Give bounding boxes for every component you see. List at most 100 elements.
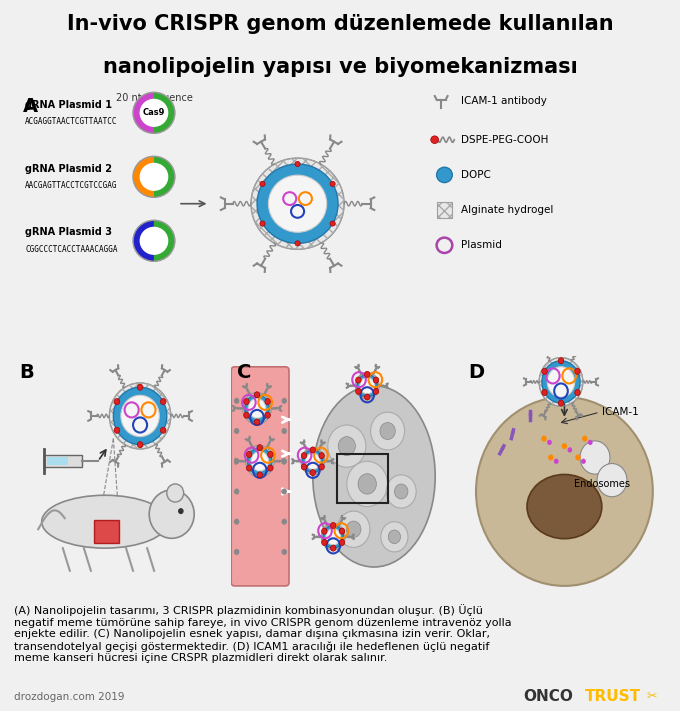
Circle shape: [282, 458, 287, 464]
Text: 20 nt Sequence: 20 nt Sequence: [116, 93, 192, 103]
Circle shape: [133, 220, 175, 262]
Circle shape: [243, 399, 249, 405]
Circle shape: [547, 439, 552, 445]
Circle shape: [114, 399, 120, 405]
Circle shape: [268, 451, 273, 457]
Circle shape: [437, 167, 452, 183]
Circle shape: [575, 368, 580, 375]
Text: C: C: [237, 363, 251, 382]
Circle shape: [330, 181, 335, 186]
Ellipse shape: [527, 474, 602, 539]
Text: Cas9: Cas9: [143, 108, 165, 117]
Circle shape: [301, 464, 307, 470]
Wedge shape: [133, 220, 154, 262]
Circle shape: [282, 428, 287, 434]
Circle shape: [133, 156, 175, 197]
Circle shape: [282, 519, 287, 525]
Circle shape: [121, 395, 159, 437]
Circle shape: [137, 442, 143, 448]
Circle shape: [338, 437, 356, 456]
Wedge shape: [133, 92, 154, 134]
Circle shape: [567, 447, 573, 453]
Text: CGGCCCTCACCTAAACAGGA: CGGCCCTCACCTAAACAGGA: [25, 245, 118, 255]
Text: gRNA Plasmid 3: gRNA Plasmid 3: [25, 228, 112, 237]
Circle shape: [364, 394, 370, 400]
Circle shape: [137, 384, 143, 390]
Text: gRNA Plasmid 1: gRNA Plasmid 1: [25, 100, 112, 109]
Circle shape: [542, 360, 580, 403]
Text: Endosomes: Endosomes: [574, 479, 630, 489]
FancyBboxPatch shape: [95, 520, 119, 543]
Ellipse shape: [41, 496, 168, 548]
Wedge shape: [133, 156, 154, 197]
Text: A: A: [23, 97, 39, 116]
Text: ICAM-1: ICAM-1: [602, 407, 639, 417]
FancyBboxPatch shape: [44, 455, 82, 467]
Circle shape: [310, 469, 316, 476]
Circle shape: [582, 436, 588, 442]
Circle shape: [269, 175, 326, 232]
Text: drozdogan.com 2019: drozdogan.com 2019: [14, 692, 124, 702]
Circle shape: [178, 508, 184, 514]
Text: gRNA Plasmid 2: gRNA Plasmid 2: [25, 164, 112, 173]
Circle shape: [149, 490, 194, 538]
Ellipse shape: [313, 385, 435, 567]
Circle shape: [558, 358, 564, 364]
Circle shape: [260, 181, 265, 186]
FancyBboxPatch shape: [231, 367, 289, 586]
Circle shape: [597, 464, 627, 497]
Circle shape: [339, 528, 345, 534]
Circle shape: [356, 377, 361, 383]
Circle shape: [246, 465, 252, 471]
Circle shape: [539, 358, 583, 406]
Circle shape: [234, 458, 239, 464]
Circle shape: [305, 453, 320, 469]
Wedge shape: [154, 156, 175, 197]
Circle shape: [243, 412, 249, 418]
Circle shape: [330, 523, 336, 528]
Circle shape: [251, 451, 269, 471]
Text: In-vivo CRISPR genom düzenlemede kullanılan: In-vivo CRISPR genom düzenlemede kullanı…: [67, 14, 613, 34]
Circle shape: [541, 436, 547, 442]
Circle shape: [248, 399, 266, 418]
Text: TRUST: TRUST: [585, 689, 641, 705]
Circle shape: [243, 392, 271, 424]
Ellipse shape: [476, 397, 653, 586]
Circle shape: [254, 392, 260, 397]
Text: Plasmid: Plasmid: [461, 240, 502, 250]
Circle shape: [282, 549, 287, 555]
Circle shape: [394, 484, 408, 499]
Circle shape: [245, 395, 269, 422]
Circle shape: [360, 378, 375, 394]
Circle shape: [251, 158, 344, 250]
Circle shape: [234, 397, 239, 404]
Circle shape: [303, 450, 323, 473]
Circle shape: [257, 472, 262, 478]
Circle shape: [257, 444, 262, 451]
Circle shape: [301, 453, 307, 459]
Circle shape: [430, 136, 439, 144]
Circle shape: [268, 465, 273, 471]
Circle shape: [133, 92, 175, 134]
Circle shape: [339, 540, 345, 545]
Circle shape: [575, 390, 580, 395]
Circle shape: [160, 399, 166, 405]
Circle shape: [282, 488, 287, 495]
Circle shape: [234, 549, 239, 555]
Circle shape: [322, 540, 327, 545]
Circle shape: [337, 511, 370, 547]
Text: AACGAGTTACCTCGTCCGAG: AACGAGTTACCTCGTCCGAG: [25, 181, 118, 191]
Circle shape: [326, 529, 341, 545]
Circle shape: [254, 419, 260, 425]
Wedge shape: [154, 92, 175, 134]
Circle shape: [167, 484, 184, 502]
Circle shape: [295, 161, 300, 166]
Circle shape: [245, 446, 274, 477]
Circle shape: [562, 443, 567, 449]
Circle shape: [588, 439, 592, 445]
Circle shape: [581, 459, 585, 464]
Circle shape: [542, 390, 547, 395]
Circle shape: [257, 164, 338, 243]
Circle shape: [234, 428, 239, 434]
Circle shape: [260, 221, 265, 226]
